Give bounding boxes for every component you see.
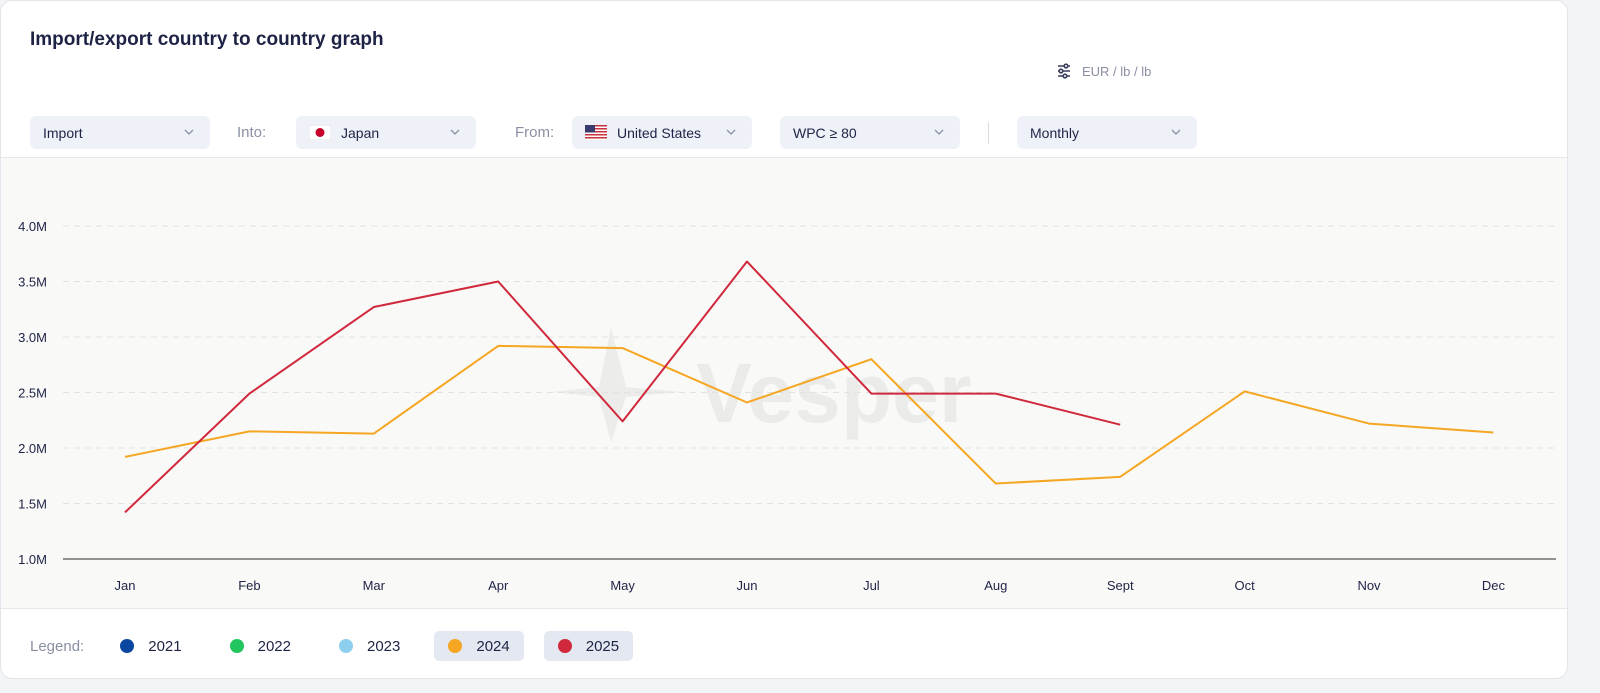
legend-dot-icon bbox=[229, 639, 244, 653]
legend-dot-icon bbox=[338, 639, 353, 653]
divider bbox=[988, 122, 989, 144]
into-country-value: Japan bbox=[341, 124, 380, 141]
chevron-down-icon bbox=[184, 129, 194, 135]
watermark-logo: Vesper bbox=[551, 327, 972, 442]
y-tick-label: 2.5M bbox=[18, 386, 47, 401]
data-point-2024[interactable] bbox=[492, 340, 504, 352]
data-point-2025[interactable] bbox=[741, 256, 753, 268]
grade-value: WPC ≥ 80 bbox=[793, 124, 857, 141]
y-tick-label: 2.0M bbox=[18, 441, 47, 456]
data-point-2024[interactable] bbox=[990, 478, 1002, 490]
chevron-down-icon bbox=[1171, 129, 1181, 135]
data-point-2025[interactable] bbox=[119, 506, 131, 518]
legend-item-2024[interactable]: 2024 bbox=[434, 631, 524, 661]
data-point-2024[interactable] bbox=[617, 342, 629, 354]
data-point-2025[interactable] bbox=[243, 388, 255, 400]
x-tick-label: Jul bbox=[863, 578, 880, 593]
filter-bar: Import Into: Japan From: United States W… bbox=[30, 116, 1567, 149]
period-select[interactable]: Monthly bbox=[1017, 116, 1197, 149]
legend-item-2023[interactable]: 2023 bbox=[325, 631, 414, 661]
period-value: Monthly bbox=[1030, 124, 1080, 141]
x-tick-label: Feb bbox=[238, 578, 260, 593]
sliders-icon bbox=[1058, 63, 1070, 79]
data-point-2024[interactable] bbox=[119, 451, 131, 463]
x-tick-label: Apr bbox=[488, 578, 509, 593]
legend-item-2022[interactable]: 2022 bbox=[216, 631, 305, 661]
data-point-2025[interactable] bbox=[990, 388, 1002, 400]
x-tick-label: May bbox=[610, 578, 635, 593]
y-tick-label: 3.5M bbox=[18, 275, 47, 290]
y-tick-label: 1.5M bbox=[18, 497, 47, 512]
legend-item-label: 2024 bbox=[476, 637, 510, 655]
legend-dot-icon bbox=[120, 639, 135, 653]
data-point-2024[interactable] bbox=[865, 353, 877, 365]
japan-flag-icon bbox=[309, 125, 331, 140]
data-point-2025[interactable] bbox=[368, 301, 380, 313]
from-label: From: bbox=[515, 124, 555, 141]
x-tick-label: Jun bbox=[737, 578, 758, 593]
series-line-2025[interactable] bbox=[124, 260, 1121, 514]
legend-dot-icon bbox=[448, 639, 463, 653]
legend-dot-icon bbox=[557, 639, 572, 653]
grade-select[interactable]: WPC ≥ 80 bbox=[780, 116, 960, 149]
chevron-down-icon bbox=[726, 129, 736, 135]
x-tick-label: Mar bbox=[363, 578, 386, 593]
legend-item-label: 2025 bbox=[585, 637, 620, 655]
x-tick-label: Aug bbox=[984, 578, 1007, 593]
legend-item-2021[interactable]: 2021 bbox=[106, 631, 195, 661]
legend-item-label: 2023 bbox=[366, 637, 401, 655]
legend-label: Legend: bbox=[30, 637, 85, 655]
data-point-2025[interactable] bbox=[617, 415, 629, 427]
chart-card: Import/export country to country graph E… bbox=[0, 0, 1568, 679]
chevron-down-icon bbox=[450, 129, 460, 135]
legend-item-label: 2022 bbox=[257, 637, 291, 655]
line-chart: Vesper 1.0M 1.5M 2.0M 2.5M 3.0M 3.5M 4.0M Jan F… bbox=[18, 219, 1556, 593]
from-country-select[interactable]: United States bbox=[572, 116, 752, 149]
flow-select[interactable]: Import bbox=[30, 116, 210, 149]
data-point-2024[interactable] bbox=[1487, 426, 1499, 438]
from-country-value: United States bbox=[617, 124, 702, 141]
legend-item-label: 2021 bbox=[148, 637, 182, 655]
flow-value: Import bbox=[43, 124, 83, 141]
data-point-2025[interactable] bbox=[865, 388, 877, 400]
data-point-2025[interactable] bbox=[1114, 419, 1126, 431]
y-tick-label: 3.0M bbox=[18, 330, 47, 345]
x-tick-label: Sept bbox=[1107, 578, 1134, 593]
legend: Legend: 2021 2022 2023 2024 2025 bbox=[30, 631, 653, 661]
into-country-select[interactable]: Japan bbox=[296, 116, 476, 149]
x-tick-label: Oct bbox=[1234, 578, 1255, 593]
y-tick-label: 1.0M bbox=[18, 552, 47, 567]
series-line-2024[interactable] bbox=[124, 344, 1494, 485]
y-tick-label: 4.0M bbox=[18, 219, 47, 234]
data-point-2024[interactable] bbox=[741, 396, 753, 408]
units-selector[interactable]: EUR / lb / lb bbox=[1056, 63, 1151, 79]
data-point-2024[interactable] bbox=[1114, 471, 1126, 483]
data-point-2025[interactable] bbox=[492, 276, 504, 288]
data-point-2024[interactable] bbox=[1239, 385, 1251, 397]
x-tick-label: Dec bbox=[1482, 578, 1506, 593]
x-tick-label: Jan bbox=[115, 578, 136, 593]
data-point-2024[interactable] bbox=[1363, 418, 1375, 430]
units-label: EUR / lb / lb bbox=[1082, 63, 1152, 79]
x-tick-label: Nov bbox=[1357, 578, 1381, 593]
into-label: Into: bbox=[237, 124, 267, 141]
data-point-2024[interactable] bbox=[243, 425, 255, 437]
chart-area: Vesper 1.0M 1.5M 2.0M 2.5M 3.0M 3.5M 4.0M Jan F… bbox=[1, 157, 1567, 609]
data-point-2024[interactable] bbox=[368, 428, 380, 440]
legend-item-2025[interactable]: 2025 bbox=[543, 631, 634, 661]
us-flag-icon bbox=[585, 125, 607, 140]
chevron-down-icon bbox=[934, 129, 944, 135]
page-title: Import/export country to country graph bbox=[30, 29, 384, 50]
